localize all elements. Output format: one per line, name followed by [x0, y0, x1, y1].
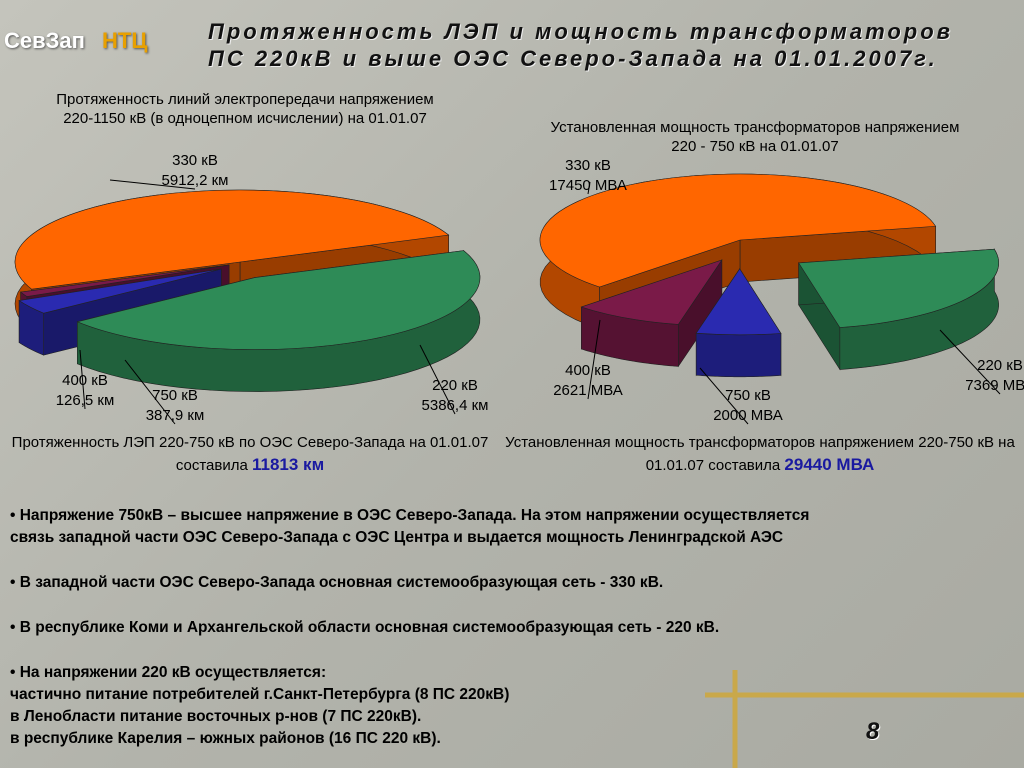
- slice: [695, 268, 782, 336]
- page-number: 8: [866, 718, 880, 745]
- slice-value-label: 2000 МВА: [713, 407, 783, 424]
- chart-title: Протяженность линий электропередачи напр…: [56, 91, 434, 127]
- summary-text: Установленная мощность трансформаторов н…: [505, 434, 1015, 474]
- slice-value-label: 387,9 км: [146, 407, 205, 424]
- leader-line: [587, 319, 601, 400]
- slice-label: 750 кВ: [725, 387, 771, 404]
- bullet-line: • В республике Коми и Архангельской обла…: [10, 619, 720, 636]
- leader-line: [699, 367, 749, 425]
- slice-label: 400 кВ: [62, 372, 108, 389]
- slice-label: 400 кВ: [565, 362, 611, 379]
- slice: [798, 248, 999, 328]
- bullet-line: • В западной части ОЭС Северо-Запада осн…: [10, 574, 664, 591]
- leader-line: [124, 359, 176, 425]
- slice-label: 330 кВ: [565, 157, 611, 174]
- slice: [14, 189, 450, 290]
- slice: [539, 173, 937, 288]
- title-line: ПС 220кВ и выше ОЭС Северо-Запада на 01.…: [208, 46, 938, 71]
- slice-label: 220 кВ: [432, 377, 478, 394]
- slice-label: 220 кВ: [977, 357, 1023, 374]
- leader-line: [419, 344, 456, 415]
- bullet-line: в Ленобласти питание восточных р-нов (7 …: [10, 708, 422, 725]
- bullet-line: • Напряжение 750кВ – высшее напряжение в…: [10, 507, 810, 524]
- bullet-line: частично питание потребителей г.Санкт-Пе…: [10, 686, 510, 703]
- summary-text: Протяженность ЛЭП 220-750 кВ по ОЭС Севе…: [11, 434, 489, 474]
- slice-value-label: 5386,4 км: [422, 397, 489, 414]
- chart-title: Установленная мощность трансформаторов н…: [550, 119, 960, 155]
- leader-line: [587, 181, 591, 195]
- slice-value-label: 2621 МВА: [553, 382, 623, 399]
- summary: Установленная мощность трансформаторов н…: [505, 432, 1015, 477]
- title-line: Протяженность ЛЭП и мощность трансформат…: [208, 19, 953, 44]
- total: 29440 МВА: [784, 455, 875, 474]
- logo-right: НТЦ: [102, 28, 148, 53]
- slice: [18, 268, 222, 314]
- summary: Протяженность ЛЭП 220-750 кВ по ОЭС Севе…: [5, 432, 495, 477]
- slice-side: [695, 332, 782, 378]
- logo-left: СевЗап: [4, 28, 85, 53]
- slice-value-label: 7369 МВА: [965, 377, 1024, 394]
- leader-line: [79, 349, 86, 410]
- slice-value-label: 126,5 км: [56, 392, 115, 409]
- bullet-line: в республике Карелия – южных районов (16…: [10, 730, 441, 747]
- slice-value-label: 17450 МВА: [549, 177, 627, 194]
- slice: [580, 259, 723, 325]
- bullet-line: • На напряжении 220 кВ осуществляется:: [10, 664, 327, 681]
- slice-label: 750 кВ: [152, 387, 198, 404]
- logo: СевЗап НТЦ: [0, 20, 180, 64]
- title: Протяженность ЛЭП и мощность трансформат…: [208, 18, 953, 72]
- bullet-line: связь западной части ОЭС Северо-Запада с…: [10, 529, 784, 546]
- total: 11813 км: [252, 455, 325, 474]
- slice-value-label: 5912,2 км: [162, 172, 229, 189]
- slice-label: 330 кВ: [172, 152, 218, 169]
- slice: [76, 250, 481, 350]
- leader-line: [109, 179, 196, 190]
- slice: [19, 264, 230, 297]
- leader-line: [939, 329, 1001, 395]
